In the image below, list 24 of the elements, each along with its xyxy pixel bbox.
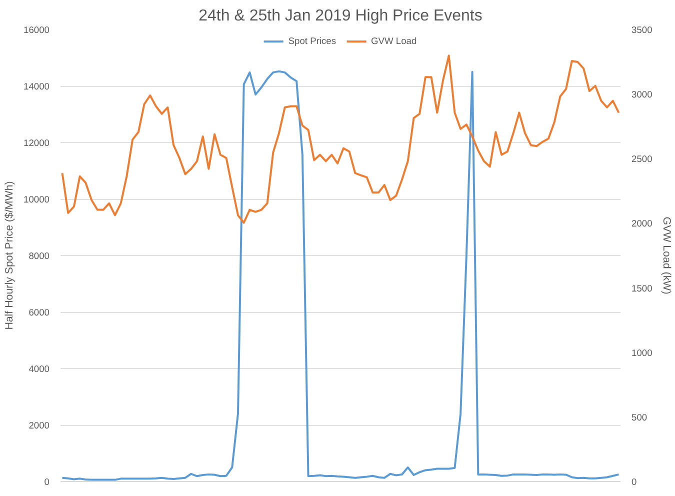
y2-tick-label: 1500 <box>632 283 652 294</box>
legend-label: GVW Load <box>371 36 417 46</box>
y2-tick-label: 1000 <box>632 348 652 358</box>
y-tick-label: 12000 <box>24 138 50 148</box>
y2-tick-label: 0 <box>632 477 637 487</box>
y-tick-label: 2000 <box>28 420 50 430</box>
legend-label: Spot Prices <box>288 36 336 46</box>
line-series <box>61 70 620 481</box>
y2-tick-label: 3000 <box>632 90 652 100</box>
line-series <box>61 54 620 224</box>
chart-title: 24th & 25th Jan 2019 High Price Events <box>198 8 482 24</box>
y-tick-label: 8000 <box>28 251 50 261</box>
y2-tick-label: 500 <box>632 412 648 422</box>
y-tick-label: 4000 <box>28 364 50 374</box>
y-tick-label: 14000 <box>24 82 50 92</box>
y2-tick-label: 2000 <box>632 218 652 229</box>
y-tick-label: 0 <box>44 477 50 487</box>
y2-tick-label: 2500 <box>632 154 652 164</box>
y-tick-label: 16000 <box>24 25 50 35</box>
y-tick-label: 10000 <box>24 194 50 204</box>
y-axis-title: Half Hourly Spot Price ($/MWh) <box>4 181 16 330</box>
y2-axis-title: GVW Load (kW) <box>660 216 672 294</box>
y-tick-label: 6000 <box>28 308 50 318</box>
y2-tick-label: 3500 <box>632 25 652 35</box>
